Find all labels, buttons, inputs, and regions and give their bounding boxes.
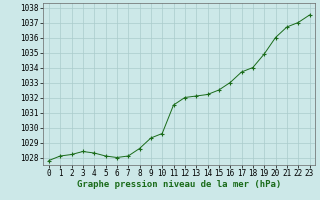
X-axis label: Graphe pression niveau de la mer (hPa): Graphe pression niveau de la mer (hPa) [77, 180, 281, 189]
